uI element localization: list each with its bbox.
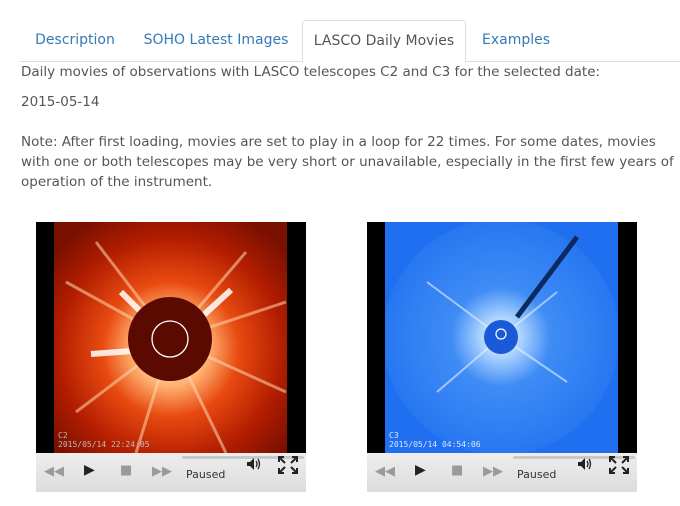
intro-text: Daily movies of observations with LASCO … [21,64,601,80]
fast-forward-icon[interactable]: ▶▶ [152,464,172,479]
c3-seek-bar[interactable] [513,456,635,459]
fullscreen-icon[interactable] [608,455,630,475]
c3-coronagraph-image [367,222,637,453]
tab-lasco-daily-movies[interactable]: LASCO Daily Movies [302,20,466,63]
c3-status: Paused [517,468,557,481]
fullscreen-icon[interactable] [277,455,299,475]
note-text: Note: After first loading, movies are se… [21,134,674,190]
tab-description[interactable]: Description [35,32,115,48]
c2-seek-bar[interactable] [182,456,304,459]
tab-examples[interactable]: Examples [481,32,551,48]
c2-timestamp: 2015/05/14 22:24:05 [58,440,150,449]
volume-icon[interactable] [246,457,262,471]
rewind-icon[interactable]: ◀◀ [375,464,395,479]
rewind-icon[interactable]: ◀◀ [44,464,64,479]
c3-player-controls: ◀◀ ▶ ■ ▶▶ Paused [367,453,637,492]
selected-date: 2015-05-14 [21,94,100,110]
c3-frame: C3 2015/05/14 04:54:06 [367,222,637,453]
lasco-c2-movie[interactable]: C2 2015/05/14 22:24:05 ◀◀ ▶ ■ ▶▶ Paused [36,222,306,492]
c2-coronagraph-image [36,222,306,453]
tab-bar: Description SOHO Latest Images LASCO Dai… [20,20,680,63]
c2-player-controls: ◀◀ ▶ ■ ▶▶ Paused [36,453,306,492]
c3-timestamp: 2015/05/14 04:54:06 [389,440,481,449]
stop-icon[interactable]: ■ [451,463,464,478]
volume-icon[interactable] [577,457,593,471]
stop-icon[interactable]: ■ [120,463,133,478]
c3-telescope-label: C3 [389,431,399,440]
c2-status: Paused [186,468,226,481]
play-icon[interactable]: ▶ [84,462,95,478]
lasco-c3-movie[interactable]: C3 2015/05/14 04:54:06 ◀◀ ▶ ■ ▶▶ Paused [367,222,637,492]
c2-frame: C2 2015/05/14 22:24:05 [36,222,306,453]
tab-soho-latest-images[interactable]: SOHO Latest Images [143,32,289,48]
fast-forward-icon[interactable]: ▶▶ [483,464,503,479]
c2-telescope-label: C2 [58,431,68,440]
play-icon[interactable]: ▶ [415,462,426,478]
